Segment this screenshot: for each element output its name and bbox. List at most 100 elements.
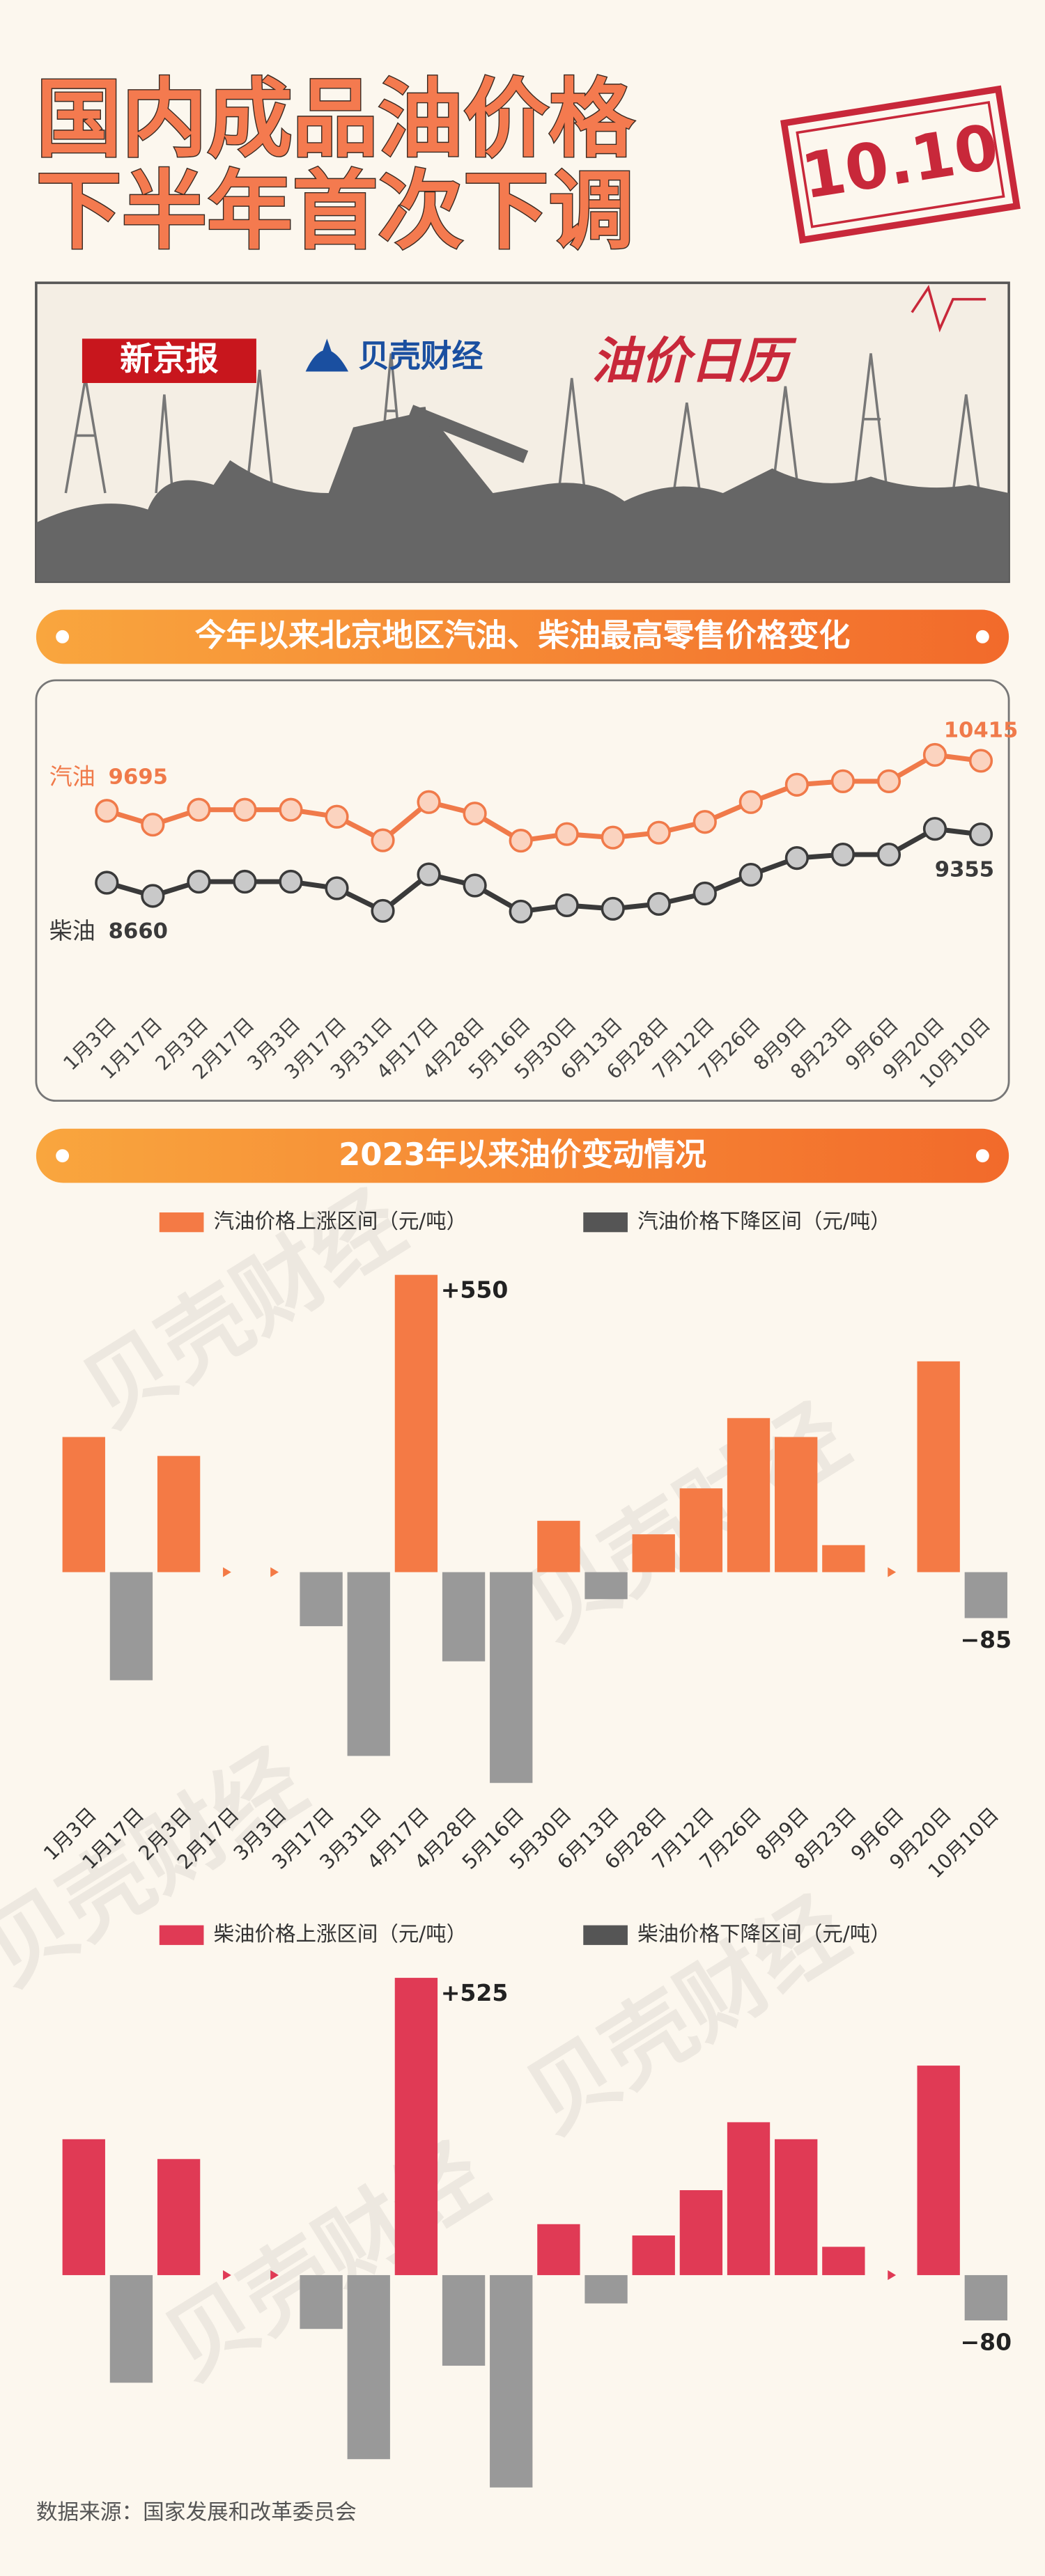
point: [325, 876, 349, 900]
bar: [347, 1572, 390, 1756]
point: [279, 869, 303, 894]
point: [279, 797, 303, 822]
no-change-marker: [270, 2270, 279, 2281]
point: [141, 813, 165, 837]
legend-label: 柴油价格上涨区间（元/吨）: [214, 1922, 467, 1946]
section-title: 今年以来北京地区汽油、柴油最高零售价格变化: [195, 617, 851, 654]
point: [417, 790, 441, 814]
section-pill: [36, 1128, 1009, 1183]
bar: [917, 1361, 960, 1572]
bar: [347, 2274, 390, 2460]
point: [968, 822, 993, 847]
point: [463, 873, 487, 898]
value-label: +525: [441, 1979, 509, 2006]
legend-swatch: [583, 1212, 628, 1233]
bar: [300, 2274, 343, 2329]
bar: [62, 1437, 105, 1572]
point: [784, 772, 809, 797]
bar: [394, 1274, 438, 1572]
stamp-frame: [780, 85, 1021, 244]
point: [95, 871, 119, 895]
point: [922, 742, 947, 767]
source: 数据来源：国家发展和改革委员会: [36, 2500, 357, 2524]
point: [876, 843, 901, 867]
point: [922, 817, 947, 841]
legend-label: 汽油价格上涨区间（元/吨）: [214, 1210, 467, 1233]
pill-dot: [975, 630, 989, 643]
point: [463, 802, 487, 826]
point: [647, 891, 671, 916]
bar: [157, 2159, 201, 2275]
bar: [727, 1418, 771, 1572]
bar: [822, 2247, 865, 2275]
bar: [537, 2224, 580, 2275]
value-label: 8660: [109, 919, 168, 944]
legend-swatch: [159, 1212, 204, 1233]
section-title: 2023年以来油价变动情况: [339, 1136, 706, 1173]
point: [371, 828, 395, 852]
legend-label: 柴油价格下降区间（元/吨）: [637, 1922, 891, 1946]
point: [692, 810, 717, 834]
legend-label: 汽油价格下降区间（元/吨）: [637, 1210, 891, 1233]
point: [509, 899, 533, 924]
no-change-marker: [223, 2270, 231, 2281]
point: [830, 769, 856, 793]
bar: [490, 1572, 533, 1783]
point: [601, 896, 625, 921]
pill-dot: [975, 1149, 989, 1163]
title-line: 下半年首次下调: [36, 161, 634, 260]
bar: [775, 2139, 818, 2275]
point: [371, 898, 395, 923]
pill-dot: [56, 1149, 70, 1163]
value-label: +550: [441, 1277, 509, 1304]
bar: [394, 1978, 438, 2275]
no-change-marker: [270, 1567, 279, 1577]
bar: [822, 1545, 865, 1572]
point: [95, 799, 119, 823]
bar: [632, 2235, 675, 2275]
calendar-label: 油价日历: [591, 332, 797, 390]
value-label: −85: [961, 1626, 1012, 1653]
value-label: 10415: [944, 718, 1019, 742]
legend-swatch: [159, 1925, 204, 1945]
point: [601, 825, 625, 850]
point: [233, 869, 257, 894]
bar: [62, 2139, 105, 2275]
point: [830, 843, 856, 867]
point: [141, 884, 165, 908]
point: [647, 820, 671, 845]
value-label: 9355: [935, 858, 994, 882]
bar: [632, 1534, 675, 1572]
stamp-inner: [796, 100, 1005, 228]
bar: [585, 2274, 628, 2304]
value-label: 9695: [109, 765, 168, 790]
bar: [917, 2066, 960, 2275]
bar: [964, 2274, 1007, 2321]
point: [187, 797, 211, 822]
bar: [679, 1488, 723, 1572]
point: [325, 804, 349, 829]
point: [555, 822, 579, 846]
point: [738, 862, 763, 887]
pill-dot: [56, 630, 70, 643]
bar: [537, 1520, 580, 1572]
no-change-marker: [888, 2270, 897, 2281]
bar: [109, 1572, 153, 1680]
bar: [727, 2122, 771, 2275]
point: [187, 869, 211, 894]
no-change-marker: [223, 1567, 231, 1577]
point: [417, 862, 441, 887]
point: [968, 749, 993, 773]
series-name: 汽油: [49, 763, 95, 790]
point: [555, 893, 579, 918]
bar: [490, 2274, 533, 2488]
pump-jack: [408, 405, 529, 494]
value-label: −80: [961, 2329, 1012, 2356]
point: [876, 769, 901, 793]
bar: [679, 2189, 723, 2275]
point: [738, 790, 763, 814]
point: [692, 881, 717, 906]
point: [509, 829, 533, 853]
